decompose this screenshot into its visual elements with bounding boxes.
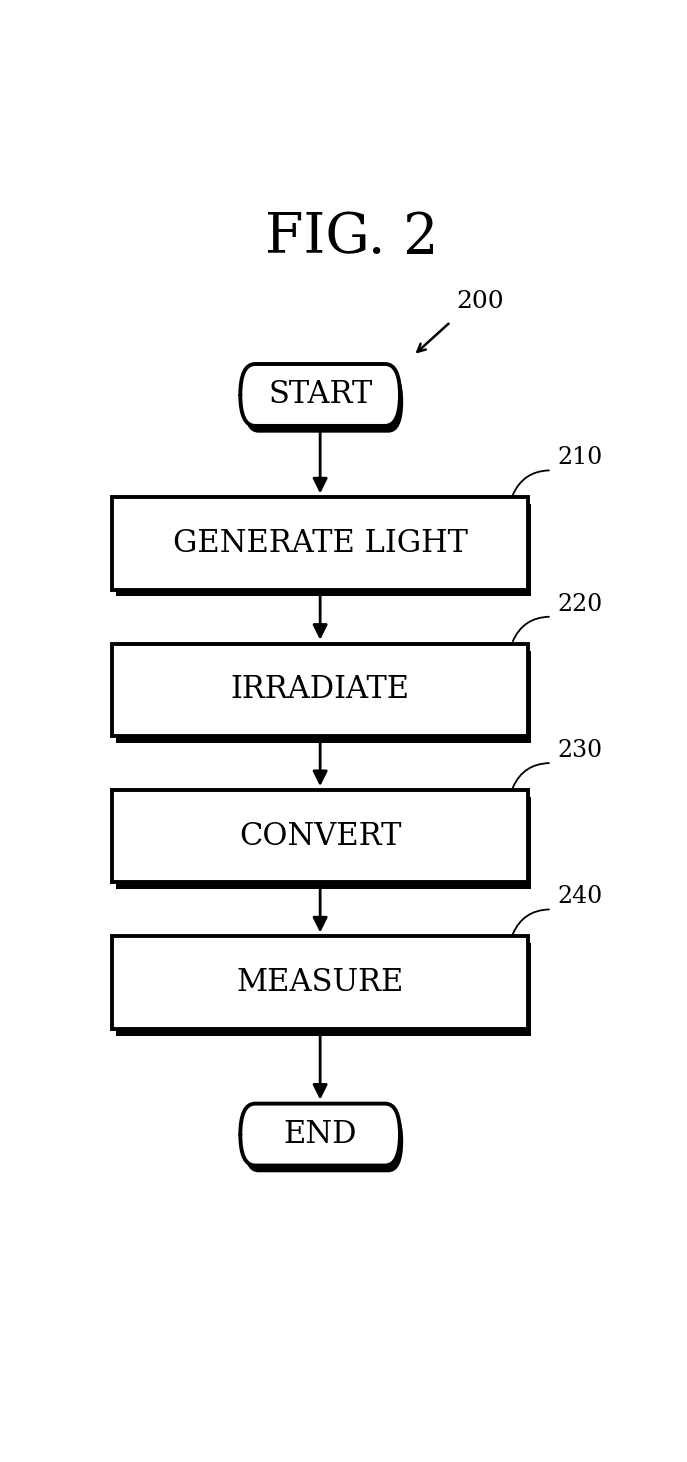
FancyBboxPatch shape <box>113 937 528 1029</box>
Text: IRRADIATE: IRRADIATE <box>231 674 409 705</box>
FancyBboxPatch shape <box>243 371 403 433</box>
Text: 200: 200 <box>456 289 504 313</box>
FancyBboxPatch shape <box>243 1110 403 1173</box>
FancyBboxPatch shape <box>113 497 528 589</box>
FancyBboxPatch shape <box>115 504 531 596</box>
FancyBboxPatch shape <box>115 943 531 1035</box>
Text: FIG. 2: FIG. 2 <box>265 211 439 265</box>
Text: END: END <box>284 1118 357 1151</box>
FancyBboxPatch shape <box>113 643 528 735</box>
FancyBboxPatch shape <box>240 1104 400 1165</box>
Text: 240: 240 <box>557 886 602 908</box>
Text: 210: 210 <box>557 446 602 469</box>
FancyBboxPatch shape <box>240 364 400 425</box>
FancyBboxPatch shape <box>113 789 528 883</box>
Text: START: START <box>268 380 372 411</box>
Text: 230: 230 <box>557 738 602 762</box>
Text: MEASURE: MEASURE <box>236 966 404 999</box>
Text: GENERATE LIGHT: GENERATE LIGHT <box>172 528 468 558</box>
Text: 220: 220 <box>557 592 602 616</box>
FancyBboxPatch shape <box>115 797 531 889</box>
Text: CONVERT: CONVERT <box>239 820 401 852</box>
FancyBboxPatch shape <box>115 651 531 743</box>
